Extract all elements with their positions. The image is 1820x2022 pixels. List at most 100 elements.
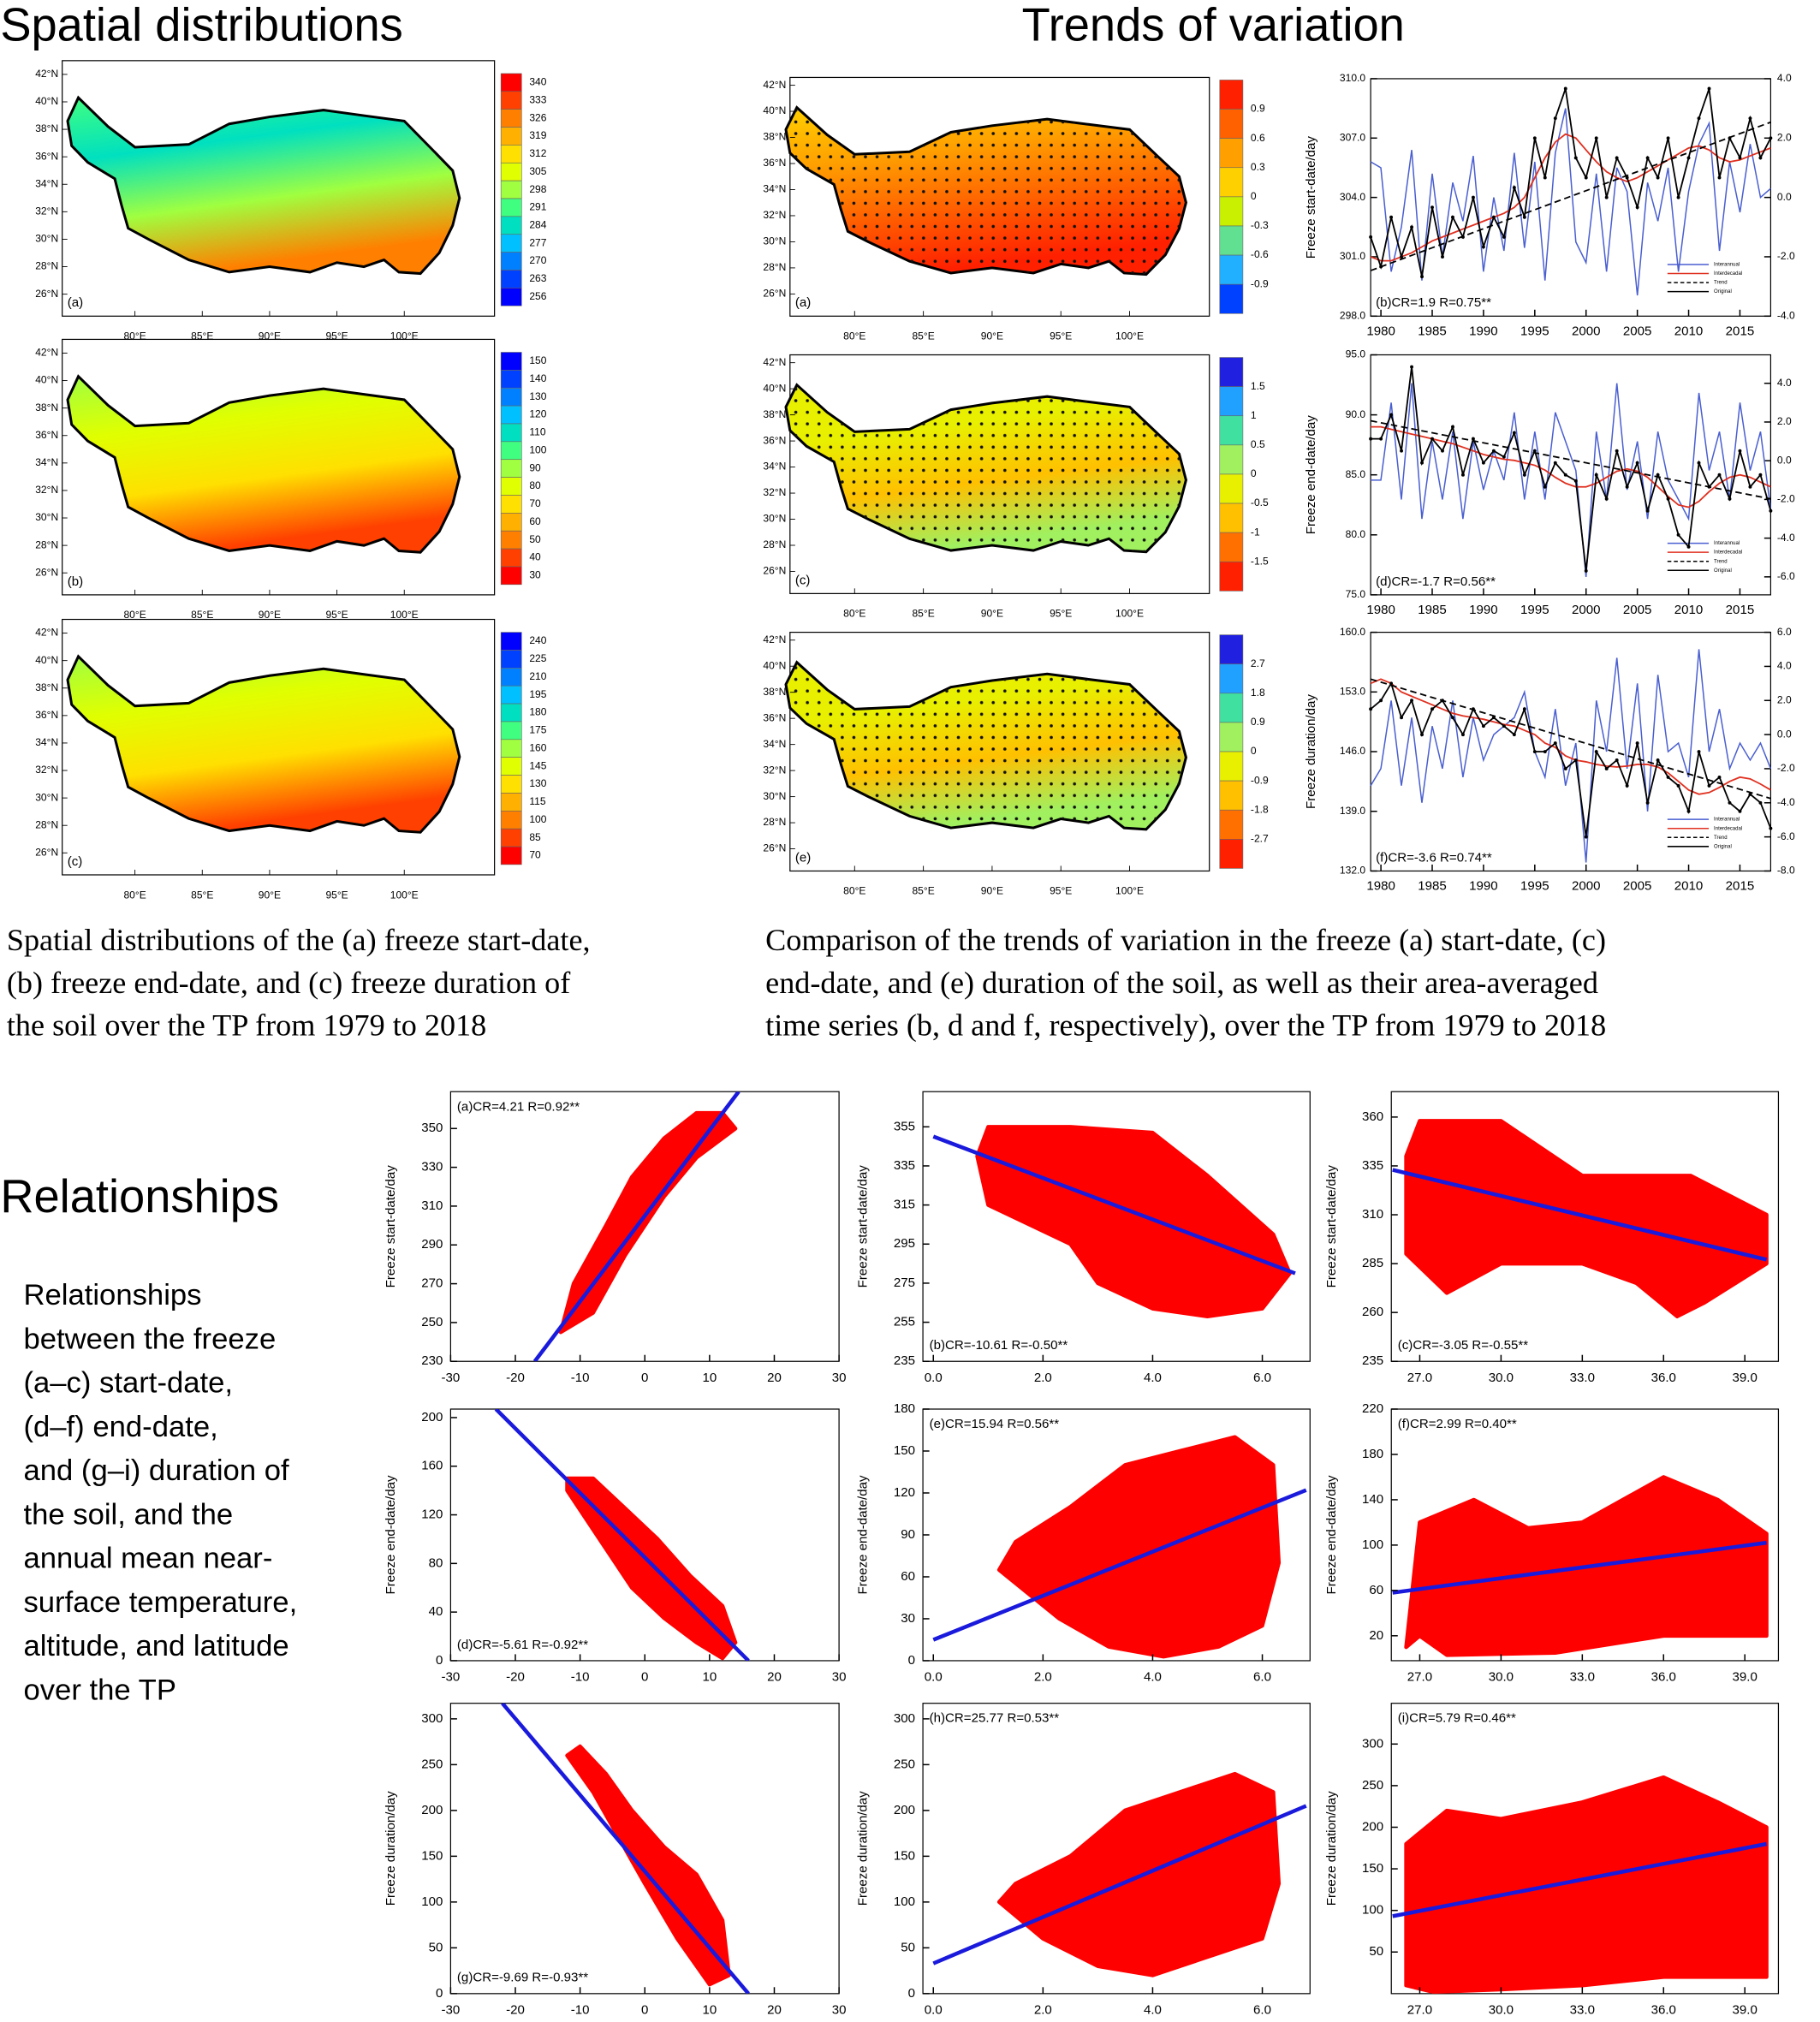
colorbar-swatch — [1219, 415, 1244, 446]
y-tick-label: 153.0 — [1340, 685, 1365, 697]
description-line: over the TP — [23, 1674, 176, 1706]
x-tick-label: 30 — [832, 2002, 847, 2017]
legend-label: Original — [1714, 844, 1732, 849]
y-tick-label: 298.0 — [1340, 309, 1365, 321]
point — [1369, 235, 1373, 239]
y-tick-label: 250 — [421, 1757, 443, 1771]
x-tick-label: 6.0 — [1253, 2002, 1271, 2017]
fit-line — [1392, 1168, 1768, 1262]
colorbar-swatch — [500, 198, 522, 217]
lat-label: 38°N — [763, 131, 786, 143]
y-tick-label: 235 — [1362, 1353, 1383, 1368]
y-tick-label: 0 — [436, 1986, 443, 2001]
y-tick-label: 275 — [894, 1276, 915, 1290]
y-tick-label: 120 — [894, 1485, 915, 1500]
colorbar-label: -1 — [1251, 526, 1260, 538]
colorbar-swatch — [1219, 357, 1244, 387]
point — [1738, 156, 1742, 160]
legend-label: Original — [1714, 289, 1732, 294]
lat-label: 38°N — [35, 122, 58, 134]
lat-label: 34°N — [35, 456, 58, 468]
x-tick-label: 27.0 — [1407, 1670, 1432, 1685]
x-tick-label: 1990 — [1469, 603, 1498, 617]
x-tick-label: -10 — [571, 1371, 590, 1385]
panel-label: (c) — [795, 573, 811, 587]
y2-tick-label: 4.0 — [1777, 72, 1792, 84]
y-tick-label: 100 — [894, 1894, 915, 1909]
x-tick-label: 30.0 — [1489, 1371, 1514, 1385]
y-tick-label: 120 — [421, 1508, 443, 1522]
y-axis-label: Freeze start-date/day — [1304, 136, 1318, 259]
plateau — [66, 374, 461, 554]
colorbar-label: -1.8 — [1251, 803, 1269, 815]
y-tick-label: 360 — [1362, 1109, 1383, 1124]
y-tick-label: 95.0 — [1346, 348, 1366, 360]
point — [1389, 215, 1394, 219]
annotation: (h)CR=25.77 R=0.53** — [930, 1711, 1060, 1726]
lat-label: 28°N — [763, 538, 786, 550]
x-tick-label: 36.0 — [1651, 1371, 1676, 1385]
point — [1543, 485, 1547, 489]
point — [1604, 497, 1609, 501]
y2-tick-label: 0.0 — [1777, 728, 1792, 740]
panel-label: (e) — [795, 850, 811, 865]
legend-label: Interannual — [1714, 541, 1740, 546]
point-cloud — [975, 1125, 1292, 1319]
legend-label: Trend — [1714, 836, 1728, 841]
colorbar-label: 0.9 — [1251, 103, 1265, 115]
colorbar-swatch — [500, 703, 522, 723]
point — [1532, 750, 1537, 753]
point — [1769, 826, 1773, 830]
point — [1410, 365, 1414, 369]
x-tick-label: 0 — [641, 1670, 648, 1685]
point — [1369, 707, 1373, 711]
colorbar-label: 115 — [529, 795, 546, 807]
y-axis-label: Freeze end-date/day — [856, 1475, 871, 1594]
annotation: (f)CR=2.99 R=0.40** — [1398, 1417, 1517, 1431]
point — [1369, 437, 1373, 441]
colorbar-swatch — [500, 441, 522, 461]
lat-label: 40°N — [35, 374, 58, 386]
y-axis-label: Freeze duration/day — [1324, 1791, 1339, 1906]
colorbar-label: -0.6 — [1251, 248, 1269, 260]
lat-label: 28°N — [35, 260, 58, 272]
colorbar-swatch — [1219, 634, 1244, 665]
lat-label: 36°N — [763, 157, 786, 169]
y-tick-label: 40 — [429, 1604, 443, 1619]
lat-label: 42°N — [763, 79, 786, 91]
legend-label: Trend — [1714, 559, 1728, 564]
x-tick-label: 30 — [832, 1670, 847, 1685]
point — [1748, 485, 1752, 489]
point — [1420, 733, 1424, 737]
lat-label: 40°N — [35, 95, 58, 107]
colorbar-swatch — [1219, 780, 1244, 811]
x-tick-label: 0.0 — [925, 2002, 943, 2017]
lat-label: 26°N — [35, 566, 58, 578]
description-line: between the freeze — [23, 1323, 276, 1355]
x-tick-label: 36.0 — [1651, 2002, 1676, 2017]
colorbar-swatch — [1219, 839, 1244, 869]
y-tick-label: 255 — [894, 1315, 915, 1329]
lat-label: 40°N — [35, 654, 58, 666]
point — [1656, 473, 1660, 477]
y-tick-label: 146.0 — [1340, 745, 1365, 757]
point — [1491, 449, 1496, 453]
colorbar-swatch — [1219, 444, 1244, 475]
point — [1656, 758, 1660, 762]
colorbar-label: 284 — [529, 219, 546, 231]
point — [1697, 116, 1701, 121]
x-tick-label: 20 — [767, 2002, 782, 2017]
y2-tick-label: -2.0 — [1777, 762, 1795, 774]
caption-line: (b) freeze end-date, and (c) freeze dura… — [7, 966, 571, 1000]
x-tick-label: 2010 — [1674, 879, 1704, 894]
point — [1471, 195, 1475, 199]
point — [1451, 215, 1454, 219]
series-line — [1370, 678, 1771, 800]
x-tick-label: -10 — [571, 2002, 590, 2017]
point — [1594, 136, 1598, 140]
y-tick-label: 50 — [429, 1940, 443, 1954]
lon-label: 85°E — [912, 885, 934, 897]
lat-label: 32°N — [763, 486, 786, 498]
caption-line: end-date, and (e) duration of the soil, … — [765, 966, 1598, 1000]
